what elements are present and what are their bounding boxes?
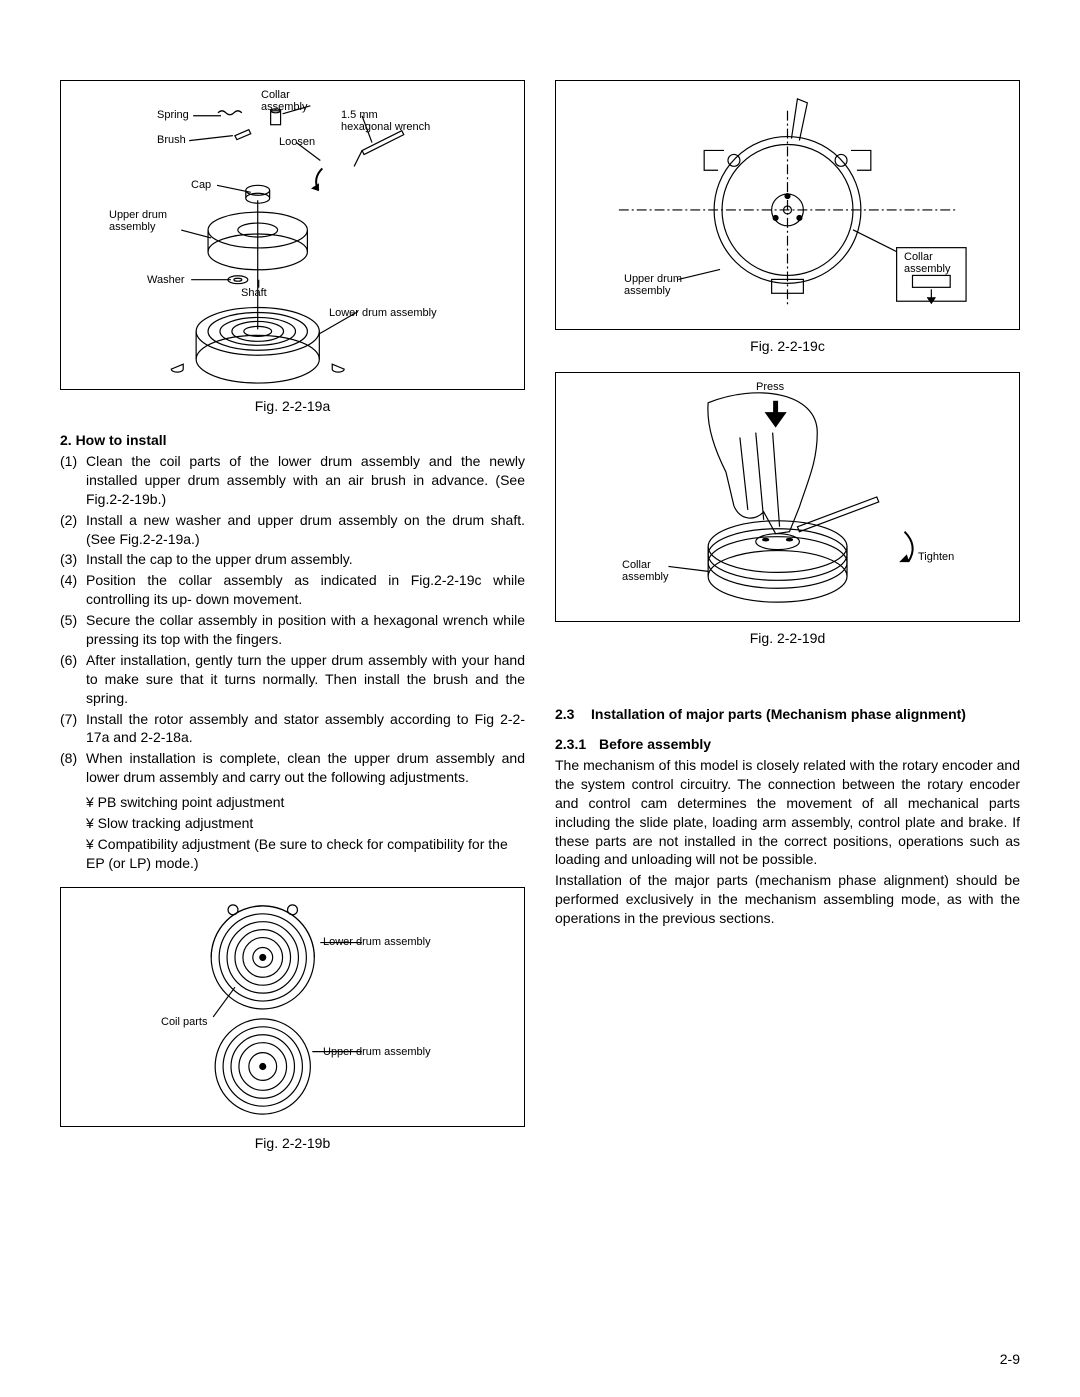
list-num: (2)	[60, 511, 86, 549]
label-wrench: 1.5 mm hexagonal wrench	[341, 109, 430, 133]
fig-a-caption: Fig. 2-2-19a	[60, 398, 525, 414]
list-num: (5)	[60, 611, 86, 649]
figure-2-2-19d: Press Collar assembly Tighten	[555, 372, 1020, 622]
list-num: (6)	[60, 651, 86, 708]
list-item: (2)Install a new washer and upper drum a…	[60, 511, 525, 549]
fig-d-svg	[556, 373, 1019, 621]
list-item: (6)After installation, gently turn the u…	[60, 651, 525, 708]
label-b-upper: Upper drum assembly	[323, 1046, 431, 1058]
label-d-tighten: Tighten	[918, 551, 954, 563]
sub-item: ¥ Compatibility adjustment (Be sure to c…	[86, 835, 525, 873]
section-num: 2.3	[555, 706, 591, 722]
list-body: Install a new washer and upper drum asse…	[86, 511, 525, 549]
list-body: When installation is complete, clean the…	[86, 749, 525, 787]
fig-b-svg	[61, 888, 524, 1126]
label-loosen: Loosen	[279, 136, 315, 148]
list-item: (4)Position the collar assembly as indic…	[60, 571, 525, 609]
page-number: 2-9	[1000, 1351, 1020, 1367]
label-washer: Washer	[147, 274, 185, 286]
list-body: Secure the collar assembly in position w…	[86, 611, 525, 649]
fig-d-caption: Fig. 2-2-19d	[555, 630, 1020, 646]
adjustments-sublist: ¥ PB switching point adjustment ¥ Slow tr…	[60, 793, 525, 873]
list-item: (3)Install the cap to the upper drum ass…	[60, 550, 525, 569]
figure-2-2-19a: Spring Brush Cap Upper drum assembly Was…	[60, 80, 525, 390]
label-cap: Cap	[191, 179, 211, 191]
list-item: (5)Secure the collar assembly in positio…	[60, 611, 525, 649]
label-b-lower: Lower drum assembly	[323, 936, 431, 948]
page-columns: Spring Brush Cap Upper drum assembly Was…	[60, 80, 1020, 1169]
label-shaft: Shaft	[241, 287, 267, 299]
list-num: (4)	[60, 571, 86, 609]
sub-item: ¥ Slow tracking adjustment	[86, 814, 525, 833]
label-upper-drum: Upper drum assembly	[109, 209, 167, 233]
subsection-2-3-1-heading: 2.3.1 Before assembly	[555, 736, 1020, 752]
section-title: Installation of major parts (Mechanism p…	[591, 706, 1020, 722]
left-column: Spring Brush Cap Upper drum assembly Was…	[60, 80, 525, 1169]
label-brush: Brush	[157, 134, 186, 146]
label-d-press: Press	[756, 381, 784, 393]
figure-2-2-19b: Lower drum assembly Coil parts Upper dru…	[60, 887, 525, 1127]
label-collar: Collar assembly	[261, 89, 307, 113]
right-column: Upper drum assembly Collar assembly Fig.…	[555, 80, 1020, 1169]
list-item: (7)Install the rotor assembly and stator…	[60, 710, 525, 748]
list-num: (3)	[60, 550, 86, 569]
list-body: Position the collar assembly as indicate…	[86, 571, 525, 609]
para-1: The mechanism of this model is closely r…	[555, 756, 1020, 869]
label-c-upper: Upper drum assembly	[624, 273, 682, 297]
para-2: Installation of the major parts (mechani…	[555, 871, 1020, 928]
list-num: (8)	[60, 749, 86, 787]
label-spring: Spring	[157, 109, 189, 121]
list-num: (7)	[60, 710, 86, 748]
section-2-3-heading: 2.3 Installation of major parts (Mechani…	[555, 706, 1020, 722]
subsection-title: Before assembly	[599, 736, 711, 752]
fig-c-caption: Fig. 2-2-19c	[555, 338, 1020, 354]
label-b-coil: Coil parts	[161, 1016, 207, 1028]
list-body: After installation, gently turn the uppe…	[86, 651, 525, 708]
list-num: (1)	[60, 452, 86, 509]
label-lower-drum: Lower drum assembly	[329, 307, 437, 319]
subsection-num: 2.3.1	[555, 736, 599, 752]
label-c-collar: Collar assembly	[904, 251, 950, 275]
fig-a-svg	[61, 81, 524, 389]
how-to-install-heading: 2. How to install	[60, 432, 525, 448]
label-d-collar: Collar assembly	[622, 559, 668, 583]
list-body: Install the cap to the upper drum assemb…	[86, 550, 525, 569]
fig-b-caption: Fig. 2-2-19b	[60, 1135, 525, 1151]
list-item: (1)Clean the coil parts of the lower dru…	[60, 452, 525, 509]
list-body: Install the rotor assembly and stator as…	[86, 710, 525, 748]
figure-2-2-19c: Upper drum assembly Collar assembly	[555, 80, 1020, 330]
sub-item: ¥ PB switching point adjustment	[86, 793, 525, 812]
list-item: (8)When installation is complete, clean …	[60, 749, 525, 787]
install-steps-list: (1)Clean the coil parts of the lower dru…	[60, 452, 525, 787]
list-body: Clean the coil parts of the lower drum a…	[86, 452, 525, 509]
